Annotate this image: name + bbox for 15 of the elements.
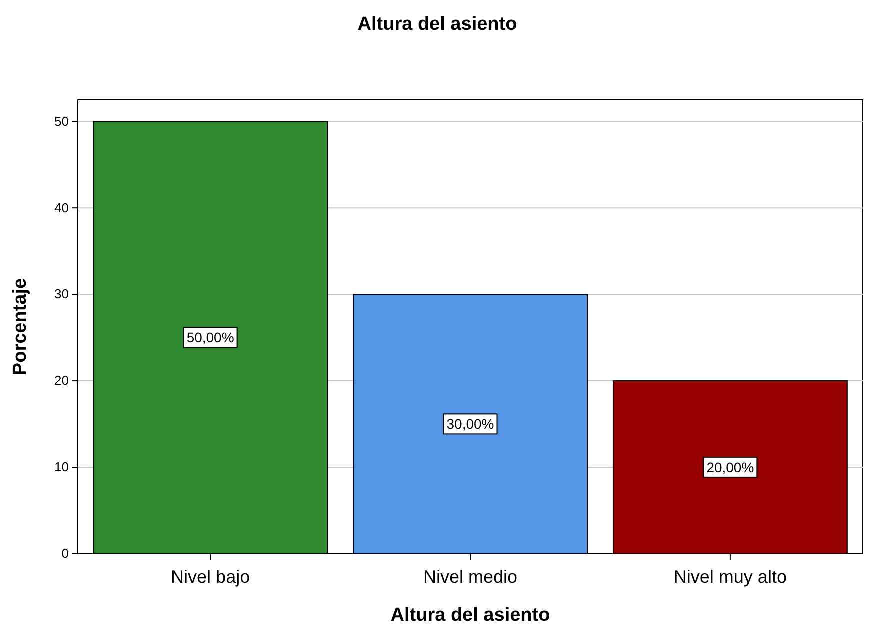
x-tick-label: Nivel medio <box>423 566 518 587</box>
data-label: 50,00% <box>186 330 234 346</box>
y-tick-label: 20 <box>54 373 69 388</box>
y-tick-label: 50 <box>54 114 69 129</box>
y-tick-label: 40 <box>54 200 69 216</box>
x-axis-title: Altura del asiento <box>390 605 550 626</box>
x-tick-label: Nivel muy alto <box>674 566 787 587</box>
y-tick-label: 30 <box>54 286 69 302</box>
x-tick-label: Nivel bajo <box>171 566 250 587</box>
y-tick-label: 10 <box>54 460 69 475</box>
y-axis-title: Porcentaje <box>10 278 31 376</box>
y-tick-label: 0 <box>62 546 69 562</box>
data-label: 30,00% <box>446 416 494 432</box>
data-label: 20,00% <box>706 459 754 476</box>
chart-title: Altura del asiento <box>358 14 518 35</box>
